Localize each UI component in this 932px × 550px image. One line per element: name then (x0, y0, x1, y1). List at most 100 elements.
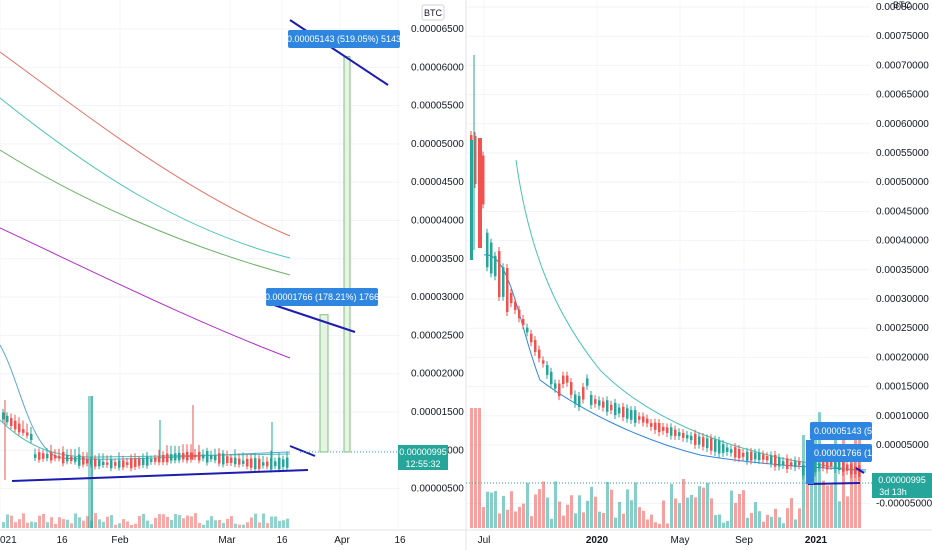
volume-bar (526, 482, 529, 528)
candle (570, 382, 573, 395)
candle (770, 455, 773, 464)
right-price-axis[interactable]: 0.00080000 0.00075000 0.00070000 0.00065000… (876, 2, 932, 509)
candle (70, 456, 73, 462)
candle (818, 463, 821, 468)
candle (802, 465, 805, 476)
candle (566, 375, 569, 383)
candle (610, 404, 613, 411)
candle (18, 423, 21, 433)
candle (158, 455, 161, 463)
volume-bar (810, 450, 813, 528)
candle (726, 447, 729, 452)
volume-bar (262, 513, 265, 528)
measure-box (806, 440, 814, 484)
volume-bar (206, 520, 209, 528)
volume-bar (778, 517, 781, 528)
candle (202, 454, 205, 459)
volume-bar (86, 516, 89, 528)
candle (126, 462, 129, 465)
candle (278, 457, 281, 470)
volume-bar (270, 516, 273, 528)
volume-bar (578, 495, 581, 528)
candle (710, 438, 713, 451)
volume-bar (210, 516, 213, 528)
volume-bar (26, 522, 29, 528)
volume-bar (606, 481, 609, 528)
volume-bar (198, 522, 201, 528)
candle (26, 432, 29, 436)
volume-bar (122, 519, 125, 528)
candle (250, 458, 253, 468)
volume-bar (70, 523, 73, 528)
candle (842, 460, 845, 472)
right-candles (470, 55, 861, 481)
volume-bar (126, 521, 129, 528)
candle (130, 458, 133, 469)
left-x-tick-label: 021 (0, 535, 17, 546)
volume-bar (698, 486, 701, 528)
volume-bar (150, 524, 153, 528)
candle (286, 457, 289, 468)
left-time-axis[interactable]: 021 16 Feb Mar 16 Apr 16 (0, 535, 406, 546)
volume-bar (10, 515, 13, 528)
candle (582, 387, 585, 400)
candle (690, 435, 693, 441)
volume-bar (182, 518, 185, 528)
volume-bar (754, 502, 757, 528)
candle (138, 458, 141, 466)
candle (782, 461, 785, 465)
candle (646, 418, 649, 424)
candle (766, 456, 769, 461)
volume-bar (158, 514, 161, 528)
volume-bar (246, 522, 249, 528)
right-x-tick-label: 2021 (805, 535, 828, 546)
candle (506, 267, 509, 313)
volume-bar (186, 515, 189, 528)
candle (182, 453, 185, 460)
volume-bar (514, 511, 517, 528)
candle (110, 459, 113, 469)
right-y-tick-label: 0.00045000 (876, 206, 929, 217)
right-y-tick-label: -0.00005000 (876, 498, 932, 509)
volume-bar (110, 515, 113, 528)
candle (622, 406, 625, 418)
candle (170, 454, 173, 461)
right-y-tick-label: 0.00010000 (876, 411, 929, 422)
volume-bar (702, 487, 705, 528)
volume-bar (254, 513, 257, 528)
right-y-tick-label: 0.00005000 (876, 440, 929, 451)
volume-bar (658, 523, 661, 528)
candle (542, 360, 545, 364)
candle (558, 383, 561, 397)
volume-bar (6, 514, 9, 528)
left-y-tick-label: 0.00005000 (411, 139, 464, 150)
candle (854, 466, 857, 475)
right-time-axis[interactable]: Jul 2020 May Sep 2021 (478, 535, 828, 546)
candle (618, 407, 621, 414)
candle (526, 327, 529, 333)
volume-bar (78, 517, 81, 528)
volume-bar (58, 517, 61, 528)
volume-bar (22, 513, 25, 528)
ma-line-teal (0, 97, 291, 259)
candle (522, 318, 525, 326)
left-x-tick-label: 16 (56, 535, 68, 546)
volume-bar (554, 481, 557, 528)
volume-bar (118, 523, 121, 528)
candle (758, 452, 761, 461)
candle (762, 454, 765, 460)
volume-bar (258, 522, 261, 528)
candle (514, 301, 517, 311)
volume-bar (566, 504, 569, 528)
candle (82, 456, 85, 465)
volume-bar (266, 523, 269, 528)
candle (178, 452, 181, 461)
left-y-tick-label: 0.00003000 (411, 292, 464, 303)
ma-line-green (0, 149, 291, 276)
right-y-tick-label: 0.00065000 (876, 90, 929, 101)
volume-bar (18, 519, 21, 528)
candle (794, 460, 797, 468)
volume-bar (594, 496, 597, 528)
volume-bar (286, 518, 289, 528)
